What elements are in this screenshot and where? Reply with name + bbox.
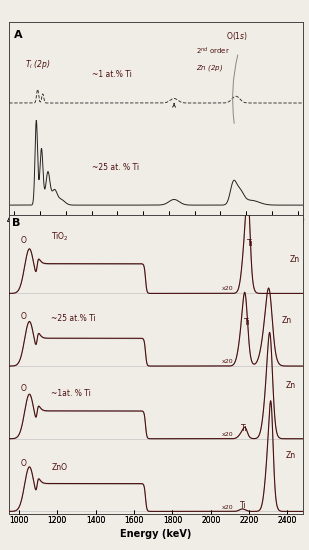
Text: ~1 at.% Ti: ~1 at.% Ti	[92, 70, 132, 79]
Text: T$_i$ (2$p$): T$_i$ (2$p$)	[25, 58, 50, 72]
Text: x20: x20	[222, 359, 234, 364]
Text: O: O	[21, 459, 27, 468]
X-axis label: Photon energy (eV): Photon energy (eV)	[102, 229, 210, 240]
Text: Zn (2$p$): Zn (2$p$)	[196, 63, 223, 73]
Text: Ti: Ti	[241, 424, 248, 433]
Text: B: B	[12, 218, 21, 228]
Text: A: A	[14, 30, 22, 40]
Text: ~25 at. % Ti: ~25 at. % Ti	[92, 163, 139, 172]
Text: ZnO: ZnO	[52, 463, 67, 472]
Text: Ti: Ti	[244, 318, 251, 327]
X-axis label: Energy (keV): Energy (keV)	[121, 529, 192, 539]
Text: 2$^{nd}$ order: 2$^{nd}$ order	[196, 45, 230, 57]
Text: O: O	[21, 384, 27, 393]
Text: Ti: Ti	[247, 239, 254, 248]
Text: ~1at. % Ti: ~1at. % Ti	[52, 389, 91, 398]
Text: Zn: Zn	[290, 255, 299, 264]
Text: O(1$s$): O(1$s$)	[226, 30, 248, 42]
Text: O: O	[21, 236, 27, 245]
Text: x20: x20	[222, 286, 234, 292]
Text: Zn: Zn	[286, 381, 296, 390]
Text: Ti: Ti	[240, 501, 247, 510]
Text: Zn: Zn	[282, 316, 292, 325]
Text: x20: x20	[222, 505, 234, 510]
Text: ~25 at.% Ti: ~25 at.% Ti	[52, 314, 96, 322]
Text: O: O	[21, 312, 27, 321]
Text: Zn: Zn	[286, 450, 296, 460]
Text: TiO$_2$: TiO$_2$	[52, 230, 69, 243]
Text: x20: x20	[222, 432, 234, 437]
